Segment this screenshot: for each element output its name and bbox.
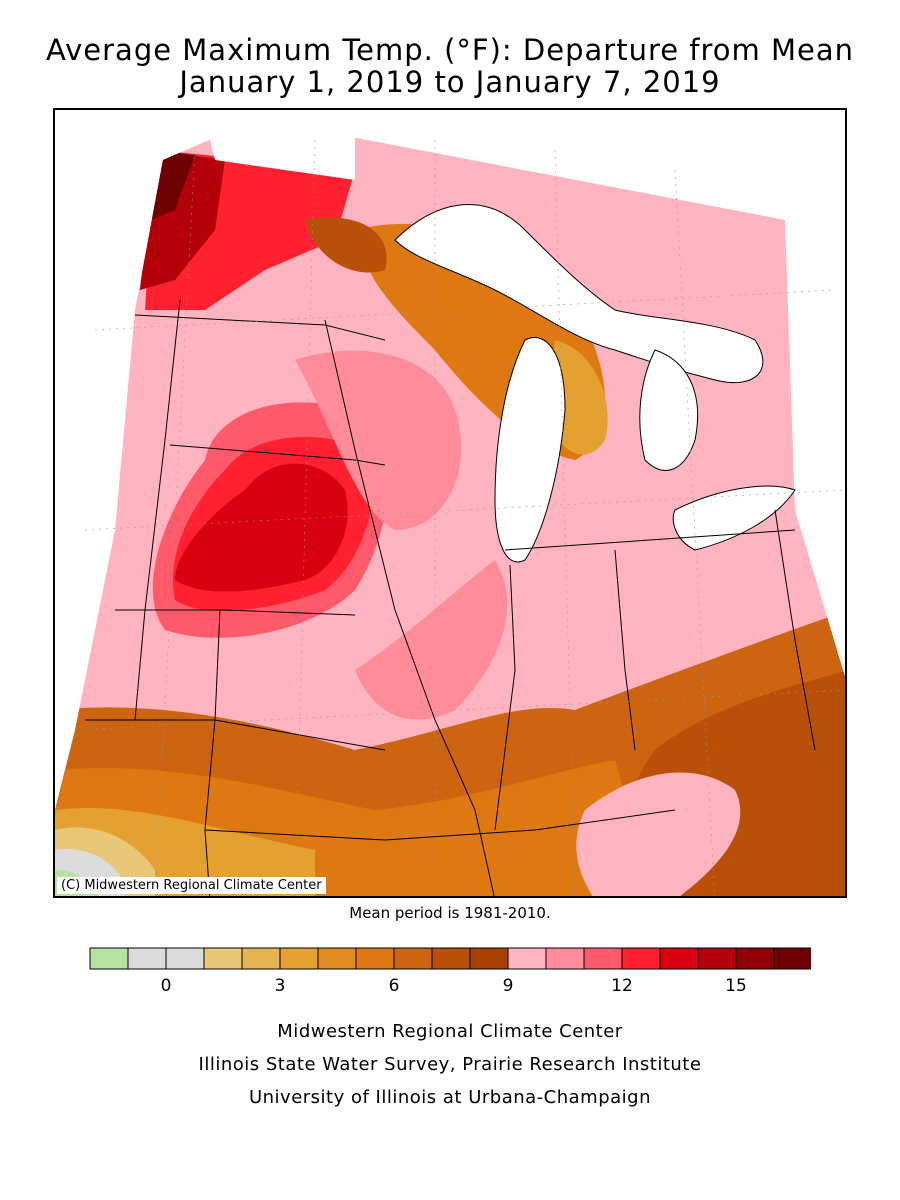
legend-swatch — [469, 947, 509, 970]
legend-swatch — [393, 947, 433, 970]
legend-swatch — [507, 947, 547, 970]
legend-tick-label: 3 — [274, 976, 286, 996]
legend-swatch — [431, 947, 471, 970]
legend-swatch — [735, 947, 775, 970]
legend-swatch — [621, 947, 661, 970]
footer-line-3: University of Illinois at Urbana-Champai… — [248, 1087, 652, 1108]
legend-swatch — [279, 947, 319, 970]
graticule — [74, 139, 845, 896]
legend-swatch — [89, 947, 129, 970]
departure-map — [55, 120, 845, 896]
legend-swatch — [545, 947, 585, 970]
legend-tick-label: 0 — [160, 976, 172, 996]
legend-swatch — [773, 947, 811, 970]
legend-swatch — [317, 947, 357, 970]
footer-line-1: Midwestern Regional Climate Center — [277, 1021, 623, 1042]
legend-swatch — [583, 947, 623, 970]
legend-swatch — [203, 947, 243, 970]
legend-tick-label: 6 — [388, 976, 400, 996]
footer-line-2: Illinois State Water Survey, Prairie Res… — [198, 1054, 702, 1075]
legend-tick-label: 9 — [502, 976, 514, 996]
legend-swatch — [127, 947, 167, 970]
mean-period-note: Mean period is 1981-2010. — [349, 904, 551, 922]
legend-swatch — [697, 947, 737, 970]
legend-swatch — [165, 947, 205, 970]
map-title: Average Maximum Temp. (°F): Departure fr… — [45, 33, 855, 67]
state-borders — [85, 299, 816, 896]
legend-swatch — [355, 947, 395, 970]
legend-swatch — [241, 947, 281, 970]
legend-tick-label: 15 — [725, 976, 747, 996]
legend-swatch — [659, 947, 699, 970]
map-credit: (C) Midwestern Regional Climate Center — [57, 877, 326, 894]
map-date-range: January 1, 2019 to January 7, 2019 — [179, 65, 721, 99]
color-legend — [89, 947, 811, 970]
map-panel: (C) Midwestern Regional Climate Center — [53, 108, 847, 898]
legend-tick-label: 12 — [611, 976, 633, 996]
